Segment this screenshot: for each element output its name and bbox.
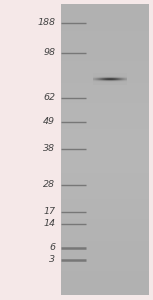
Text: 28: 28 [43, 180, 55, 189]
Text: 6: 6 [49, 243, 55, 252]
Text: 38: 38 [43, 144, 55, 153]
Text: 49: 49 [43, 117, 55, 126]
Text: 14: 14 [43, 219, 55, 228]
Text: 98: 98 [43, 48, 55, 57]
Text: 17: 17 [43, 207, 55, 216]
Text: 188: 188 [37, 18, 55, 27]
Text: 3: 3 [49, 255, 55, 264]
Text: 62: 62 [43, 93, 55, 102]
